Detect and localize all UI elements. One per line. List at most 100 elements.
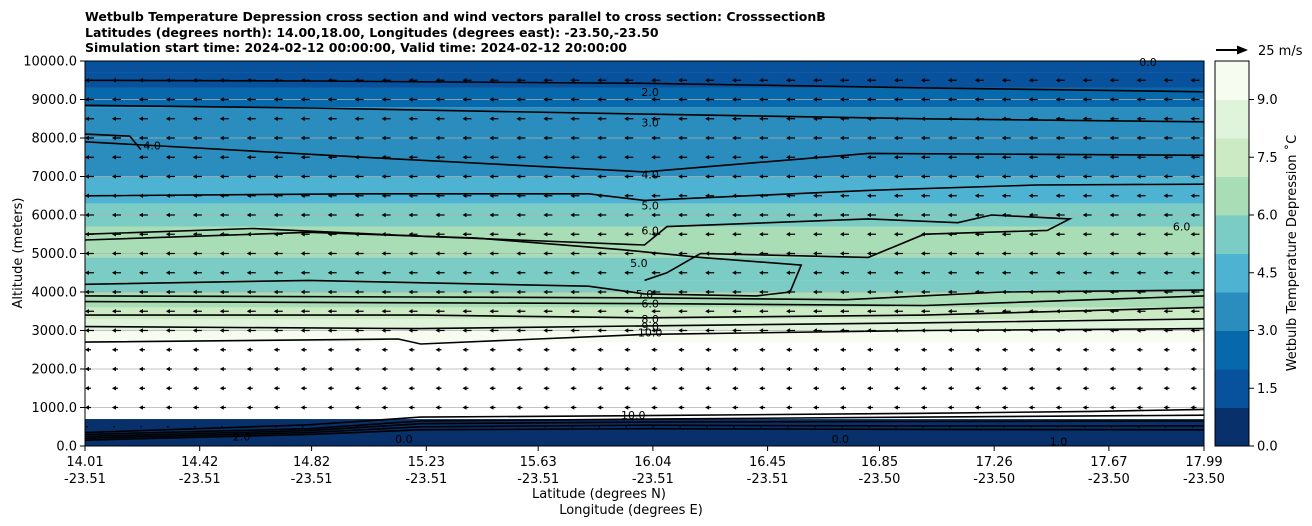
contour-label: 9.0	[641, 321, 659, 334]
wind-vector-head	[597, 174, 602, 179]
wind-vector-head	[974, 97, 979, 102]
wind-vector-head	[866, 251, 871, 256]
wind-vector-head	[381, 366, 386, 372]
wind-vector-head	[866, 309, 871, 314]
wind-vector-head	[1055, 232, 1060, 237]
wind-vector-head	[624, 212, 629, 218]
wind-vector-head	[786, 347, 791, 352]
wind-vector-head	[839, 174, 844, 179]
wind-vector-head	[165, 347, 170, 352]
wind-vector-head	[1190, 366, 1195, 372]
wind-vector-head	[1055, 251, 1060, 256]
wind-vector-head	[273, 328, 278, 333]
wind-vector-head	[435, 232, 440, 237]
contour-label: 2.0	[641, 86, 659, 99]
wind-vector-head	[1190, 78, 1195, 83]
wind-vector-head	[947, 78, 952, 83]
wind-vector-head	[516, 116, 521, 121]
wind-vector-head	[462, 97, 467, 102]
wind-key-label: 25 m/s	[1258, 44, 1303, 59]
wind-vector-head	[570, 405, 575, 410]
wind-vector-head	[1055, 366, 1060, 372]
wind-vector-head	[974, 347, 979, 352]
x-tick-label-lon: -23.51	[291, 472, 333, 487]
wind-vector-head	[1082, 135, 1087, 141]
wind-vector-head	[516, 232, 521, 237]
wind-vector-head	[759, 328, 764, 333]
wind-vector-head	[1028, 155, 1033, 160]
contour-label: 4.0	[143, 140, 161, 153]
wind-vector-head	[866, 289, 871, 295]
wind-vector-head	[489, 270, 494, 275]
colorbar: 0.0 1.5 3.0 4.5 6.0 7.5 9.0	[1214, 60, 1278, 455]
wind-vector	[706, 425, 708, 428]
wind-vector-head	[813, 251, 818, 256]
wind-vector-head	[1055, 386, 1060, 391]
wind-vector-head	[381, 135, 386, 141]
wind-vector-head	[624, 193, 629, 198]
wind-vector-head	[1001, 366, 1006, 372]
wind-vector-head	[435, 309, 440, 314]
wind-vector-head	[111, 386, 116, 391]
wind-vector-head	[489, 135, 494, 141]
wind-vector-head	[866, 347, 871, 352]
wind-vector-head	[1136, 405, 1141, 410]
colorbar-segment	[1215, 272, 1249, 293]
wind-vector-head	[1136, 366, 1141, 372]
y-tick-label: 3000.0	[32, 324, 78, 339]
wind-vector-head	[516, 251, 521, 256]
wind-vector-head	[624, 328, 629, 333]
wind-vector-head	[1163, 309, 1168, 314]
wind-vector-head	[759, 347, 764, 352]
wind-vector-head	[839, 366, 844, 372]
wind-vector-head	[759, 405, 764, 410]
wind-vector-head	[570, 386, 575, 391]
wind-vector-head	[165, 155, 170, 160]
x-tick-label-lat: 14.01	[66, 455, 103, 470]
depression-layer	[85, 318, 1204, 331]
wind-vector-head	[974, 78, 979, 83]
y-tick-label: 5000.0	[32, 247, 78, 262]
wind-vector-head	[893, 78, 898, 83]
wind-vector-head	[408, 193, 413, 198]
wind-vector-head	[813, 309, 818, 314]
wind-vector-head	[354, 366, 359, 372]
wind-vector-head	[839, 270, 844, 275]
wind-vector-head	[85, 251, 89, 256]
wind-vector-head	[1082, 386, 1087, 391]
wind-vector-head	[786, 97, 791, 102]
wind-vector-head	[489, 251, 494, 256]
x-tick-label-lat: 17.99	[1185, 455, 1222, 470]
wind-vector-head	[947, 212, 952, 218]
wind-vector-head	[192, 212, 197, 218]
contour-line-6.0	[85, 295, 1204, 307]
colorbar-tick-label: 9.0	[1257, 93, 1278, 108]
wind-vector-head	[678, 135, 683, 141]
wind-vector-head	[354, 97, 359, 102]
wind-vector-head	[947, 174, 952, 179]
colorbar-segment	[1215, 215, 1249, 235]
wind-vector-head	[1190, 232, 1195, 237]
wind-vector-head	[1136, 174, 1141, 179]
wind-vector-head	[381, 193, 386, 198]
wind-vector-head	[651, 155, 656, 160]
wind-vector-head	[786, 212, 791, 218]
wind-vector-head	[246, 386, 251, 391]
wind-vector	[301, 425, 304, 428]
wind-vector-head	[1109, 116, 1114, 121]
wind-vector-head	[192, 135, 197, 141]
wind-vector-head	[759, 78, 764, 83]
wind-vector-head	[138, 270, 143, 275]
wind-vector-head	[1136, 135, 1141, 141]
wind-vector-head	[462, 251, 467, 256]
wind-vector-head	[705, 270, 710, 275]
wind-vector-head	[1136, 212, 1141, 218]
wind-vector-head	[786, 232, 791, 237]
colorbar-segment	[1215, 138, 1249, 158]
wind-vector-head	[327, 174, 332, 179]
wind-vector-head	[597, 116, 602, 121]
wind-vector-head	[300, 270, 305, 275]
x-tick-label-lat: 15.63	[520, 455, 557, 470]
wind-key-arrow-head	[1237, 45, 1248, 55]
